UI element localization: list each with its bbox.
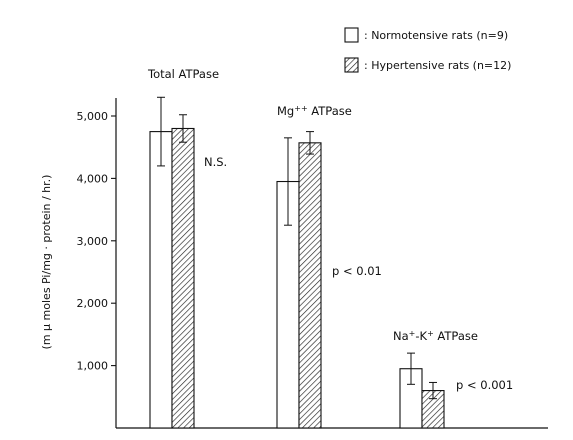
category-label-1: Total ATPase bbox=[147, 67, 219, 81]
significance-label-3: p < 0.001 bbox=[456, 378, 513, 392]
category-label-3: Na+-K+ ATPase bbox=[393, 329, 478, 344]
legend-swatch-hypertensive bbox=[344, 57, 359, 73]
y-tick-label: 4,000 bbox=[77, 172, 109, 185]
y-tick-label: 3,000 bbox=[77, 235, 109, 248]
significance-label-2: p < 0.01 bbox=[332, 264, 382, 278]
significance-label-1: N.S. bbox=[204, 155, 227, 169]
legend: : Normotensive rats (n=9) : Hypertensive… bbox=[344, 27, 511, 73]
legend-label-hypertensive: : Hypertensive rats (n=12) bbox=[364, 59, 511, 72]
category-label-2: Mg++ ATPase bbox=[277, 104, 352, 119]
y-tick-label: 5,000 bbox=[77, 110, 109, 123]
y-axis-label: (m μ moles Pi/mg · protein / hr.) bbox=[40, 175, 53, 350]
y-tick-label: 2,000 bbox=[77, 297, 109, 310]
legend-swatch-normotensive bbox=[344, 27, 359, 43]
bar-hypertensive-1 bbox=[171, 127, 195, 429]
legend-label-normotensive: : Normotensive rats (n=9) bbox=[364, 29, 508, 42]
y-tick-label: 1,000 bbox=[77, 360, 109, 373]
bar-normotensive-1 bbox=[149, 131, 173, 429]
bar-hypertensive-2 bbox=[298, 142, 322, 429]
